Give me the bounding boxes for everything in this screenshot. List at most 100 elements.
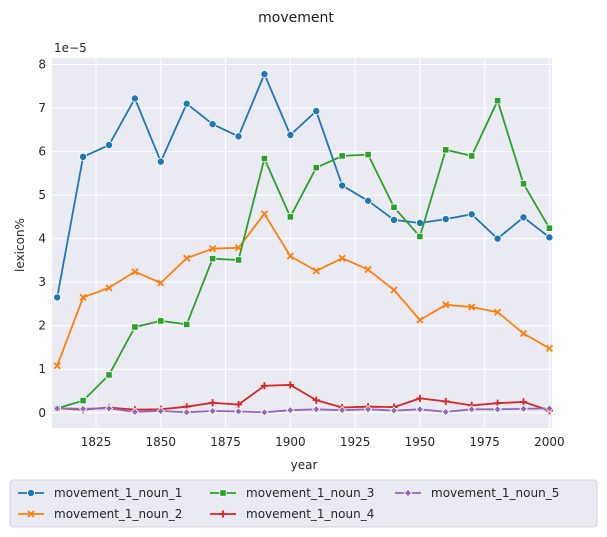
data-point <box>545 404 554 413</box>
data-point <box>493 234 502 243</box>
data-point <box>338 181 347 190</box>
y-tick-label: 4 <box>38 232 46 246</box>
data-point <box>312 405 321 414</box>
data-point <box>493 308 502 316</box>
legend-label: movement_1_noun_4 <box>246 507 374 521</box>
x-tick-label: 1950 <box>405 435 436 449</box>
data-point <box>389 215 398 224</box>
data-point <box>286 213 294 221</box>
data-point <box>442 146 450 154</box>
data-point <box>130 407 140 417</box>
legend-item: movement_1_noun_5 <box>395 486 559 500</box>
data-point <box>260 382 269 390</box>
data-point <box>104 141 113 150</box>
data-point <box>260 210 269 218</box>
series-line <box>56 212 550 367</box>
data-point <box>182 408 191 417</box>
series-movement_1_noun_1 <box>53 70 554 302</box>
series-line <box>56 99 551 410</box>
y-tick-label: 8 <box>38 58 46 72</box>
y-tick-label: 2 <box>38 319 46 333</box>
data-point <box>545 224 554 232</box>
data-point <box>53 293 62 302</box>
data-point <box>156 157 165 166</box>
data-point <box>79 396 87 405</box>
data-point <box>442 301 450 309</box>
y-tick-label: 1 <box>38 362 46 376</box>
data-point <box>234 400 243 409</box>
series-line <box>57 383 550 412</box>
x-tick-label: 1975 <box>469 435 500 449</box>
data-point <box>416 232 424 241</box>
legend-marker <box>403 488 413 498</box>
data-point <box>157 317 165 325</box>
data-point <box>260 70 269 79</box>
y-tick-label: 7 <box>38 101 46 115</box>
data-point <box>519 404 528 414</box>
data-point <box>286 252 294 260</box>
data-point <box>208 406 217 416</box>
y-tick-label: 5 <box>38 188 46 202</box>
data-point <box>286 131 295 140</box>
data-point <box>364 265 372 274</box>
series-layer <box>53 70 554 417</box>
data-point <box>337 405 347 415</box>
x-axis-label: year <box>291 458 318 472</box>
data-point <box>545 344 554 352</box>
data-point <box>78 404 88 414</box>
data-point <box>467 405 476 414</box>
y-tick-label: 0 <box>38 406 46 420</box>
series-line <box>57 407 550 414</box>
data-point <box>415 405 425 414</box>
data-point <box>234 132 243 141</box>
data-point <box>338 254 346 262</box>
plot-area <box>52 58 552 428</box>
data-point <box>131 323 139 331</box>
data-point <box>79 152 88 161</box>
x-tick-label: 1900 <box>275 435 306 449</box>
data-point <box>442 397 450 406</box>
legend-item: movement_1_noun_4 <box>210 507 374 521</box>
data-point <box>493 405 502 414</box>
data-point <box>364 196 373 205</box>
data-point <box>53 404 62 413</box>
data-point <box>209 255 217 263</box>
data-point <box>131 268 139 276</box>
x-tick-label: 2000 <box>534 435 565 449</box>
series-line <box>56 73 550 298</box>
series-movement_1_noun_5 <box>53 404 554 417</box>
x-tick-label: 1825 <box>81 435 112 449</box>
data-point <box>312 164 320 172</box>
data-point <box>468 152 476 160</box>
data-point <box>312 396 320 404</box>
x-tick-label: 1850 <box>146 435 177 449</box>
chart-title: movement <box>258 10 334 26</box>
data-point <box>519 398 528 406</box>
data-point <box>234 256 243 264</box>
data-point <box>183 320 191 329</box>
data-point <box>182 99 191 108</box>
tick-labels: 1825 1850 1875 1900 1925 1950 1975 2000 0 1 2 3 4 5 6 7… <box>38 58 564 449</box>
data-point <box>312 267 320 275</box>
y-tick-label: 3 <box>38 275 46 289</box>
data-point <box>416 316 424 324</box>
series-movement_1_noun_2 <box>53 210 554 370</box>
data-point <box>312 107 321 116</box>
legend-item: movement_1_noun_3 <box>210 486 374 500</box>
data-point <box>441 407 450 417</box>
data-point <box>156 406 165 416</box>
legend-box <box>9 479 598 528</box>
data-point <box>260 154 269 163</box>
legend: movement_1_noun_1 movement_1_noun_2 moveme… <box>9 479 598 528</box>
data-point <box>286 405 295 415</box>
y-multiplier: 1e−5 <box>54 41 87 55</box>
x-tick-label: 1925 <box>340 435 371 449</box>
data-point <box>260 408 269 417</box>
data-point <box>390 286 398 294</box>
data-point <box>416 394 424 402</box>
data-point <box>183 254 191 262</box>
legend-label: movement_1_noun_2 <box>54 507 182 521</box>
data-point <box>105 284 113 292</box>
data-point <box>519 329 528 338</box>
